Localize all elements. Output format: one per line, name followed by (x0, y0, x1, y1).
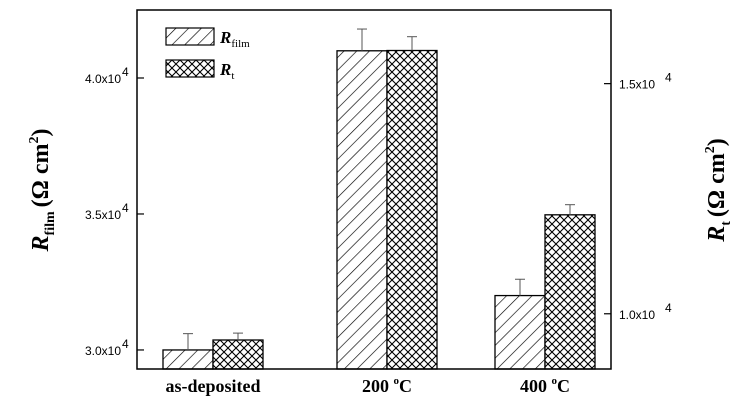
legend-label-r-film: Rfilm (219, 28, 250, 50)
error-bar-r-t-0 (233, 332, 243, 341)
legend-label-r-t: Rt (219, 60, 234, 82)
left-tick-label: 4.0x10 (85, 72, 121, 86)
left-tick-exponent: 4 (122, 337, 129, 351)
category-label-2: 400 oC (520, 375, 570, 396)
bar-r-film-0 (162, 349, 214, 370)
category-label-1: 200 oC (362, 375, 412, 396)
right-axis-title: Rt(Ω cm2) (703, 138, 734, 243)
right-tick-label: 1.0x10 (619, 308, 655, 322)
right-tick-exponent: 4 (665, 71, 672, 85)
right-tick-exponent: 4 (665, 301, 672, 315)
error-bar-r-film-0 (183, 333, 193, 350)
bars-layer (162, 49, 596, 370)
error-bars-layer (183, 28, 575, 350)
left-tick-exponent: 4 (122, 65, 129, 79)
error-bar-r-film-2 (515, 278, 525, 296)
legend-swatch-r-t (165, 59, 215, 78)
left-axis-title: Rfilm(Ω cm2) (27, 129, 58, 253)
left-axis-ticks: 3.0x10 43.5x10 44.0x10 4 (85, 65, 144, 358)
legend-swatch-r-film (165, 27, 215, 46)
category-label-0: as-deposited (165, 376, 260, 396)
error-bar-r-t-2 (565, 204, 575, 215)
left-tick-label: 3.5x10 (85, 208, 121, 222)
right-axis-ticks: 1.0x10 4 1.5x10 4 (604, 71, 672, 322)
error-bar-r-t-1 (407, 36, 417, 51)
right-tick-label: 1.5x10 (619, 78, 655, 92)
bar-r-film-1 (336, 50, 388, 370)
legend: Rfilm Rt (165, 27, 250, 82)
bar-r-t-2 (544, 214, 596, 370)
left-tick-exponent: 4 (122, 201, 129, 215)
plot-frame (136, 9, 612, 370)
bar-r-t-0 (212, 339, 264, 370)
bar-r-film-2 (494, 294, 546, 370)
error-bar-r-film-1 (357, 28, 367, 51)
bar-r-t-1 (386, 49, 438, 370)
left-tick-label: 3.0x10 (85, 344, 121, 358)
category-labels: as-deposited 200 oC 400 oC (165, 375, 570, 396)
